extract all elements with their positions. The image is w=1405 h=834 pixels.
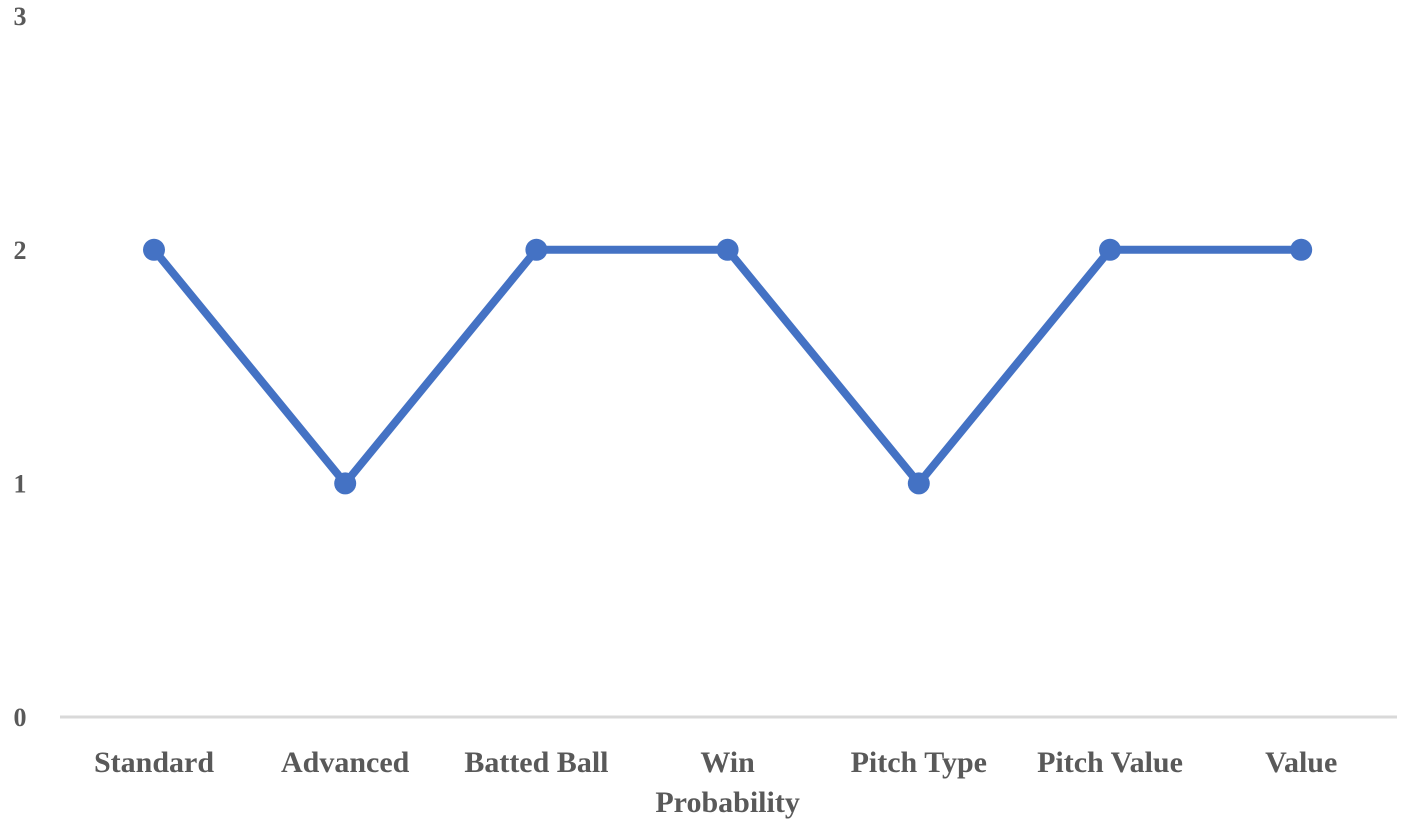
data-point-marker — [716, 238, 739, 261]
data-point-marker — [525, 238, 548, 261]
y-axis: 0 1 2 3 — [14, 2, 27, 732]
x-tick-label: Pitch Type — [851, 746, 987, 779]
y-tick-label: 2 — [14, 236, 27, 265]
series-line — [150, 245, 1306, 488]
x-tick-label: Advanced — [281, 746, 410, 779]
x-tick-label: Win Probability — [655, 746, 799, 819]
y-tick-label: 3 — [14, 2, 27, 31]
data-point-marker — [1099, 238, 1121, 261]
x-axis-labels: Standard Advanced Batted Ball Win Probabilit… — [94, 746, 1337, 819]
y-tick-label: 0 — [14, 703, 27, 732]
data-point-marker — [907, 472, 930, 495]
data-point-marker — [334, 472, 357, 495]
x-tick-label: Standard — [94, 746, 214, 779]
x-tick-label: Batted Ball — [464, 746, 608, 779]
data-point-marker — [1290, 238, 1313, 261]
series-1 — [143, 238, 1313, 495]
data-point-marker — [143, 238, 165, 261]
y-tick-label: 1 — [14, 469, 27, 498]
x-tick-label: Value — [1265, 746, 1337, 779]
x-tick-label: Pitch Value — [1037, 746, 1183, 779]
